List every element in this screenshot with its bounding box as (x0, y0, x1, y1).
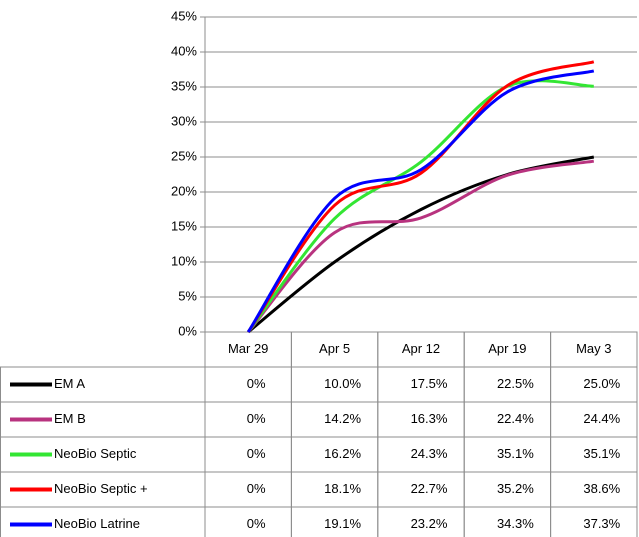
data-label: 0% (247, 376, 266, 391)
data-label: 0% (247, 481, 266, 496)
data-label: 35.1% (583, 446, 620, 461)
data-label: 24.3% (411, 446, 448, 461)
x-tick-label: May 3 (576, 341, 611, 356)
data-label: 25.0% (583, 376, 620, 391)
x-tick-label: Apr 19 (488, 341, 526, 356)
data-label: 35.2% (497, 481, 534, 496)
data-label: 34.3% (497, 516, 534, 531)
legend-label: NeoBio Septic (54, 446, 137, 461)
legend-label: NeoBio Septic + (54, 481, 148, 496)
legend-label: NeoBio Latrine (54, 516, 140, 531)
y-tick-label: 0% (178, 323, 197, 338)
data-label: 24.4% (583, 411, 620, 426)
x-tick-label: Apr 5 (319, 341, 350, 356)
data-label: 19.1% (324, 516, 361, 531)
y-tick-label: 5% (178, 288, 197, 303)
y-tick-label: 35% (171, 78, 197, 93)
table-cell (550, 506, 638, 537)
x-tick-label: Mar 29 (228, 341, 268, 356)
y-tick-label: 40% (171, 43, 197, 58)
y-tick-label: 10% (171, 253, 197, 268)
data-label: 18.1% (324, 481, 361, 496)
series-line (246, 69, 595, 333)
y-tick-label: 15% (171, 218, 197, 233)
data-label: 14.2% (324, 411, 361, 426)
y-tick-label: 20% (171, 183, 197, 198)
data-label: 35.1% (497, 446, 534, 461)
data-label: 22.5% (497, 376, 534, 391)
data-label: 0% (247, 516, 266, 531)
data-label: 16.3% (411, 411, 448, 426)
data-label: 22.4% (497, 411, 534, 426)
series-line (247, 79, 594, 333)
legend-label: EM B (54, 411, 86, 426)
y-tick-label: 25% (171, 148, 197, 163)
data-label: 37.3% (583, 516, 620, 531)
series-line (246, 60, 595, 333)
series-line (247, 159, 595, 333)
data-label: 17.5% (411, 376, 448, 391)
x-tick-label: Apr 12 (402, 341, 440, 356)
y-tick-label: 45% (171, 8, 197, 23)
data-label: 0% (247, 411, 266, 426)
data-label: 0% (247, 446, 266, 461)
data-label: 22.7% (411, 481, 448, 496)
data-label: 10.0% (324, 376, 361, 391)
y-tick-label: 30% (171, 113, 197, 128)
data-label: 16.2% (324, 446, 361, 461)
legend-label: EM A (54, 376, 85, 391)
data-label: 23.2% (411, 516, 448, 531)
data-label: 38.6% (583, 481, 620, 496)
